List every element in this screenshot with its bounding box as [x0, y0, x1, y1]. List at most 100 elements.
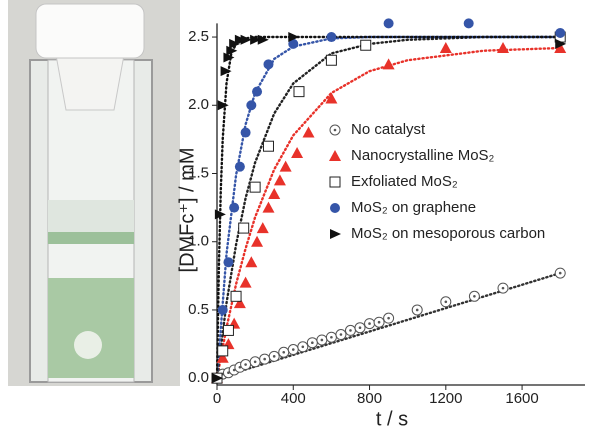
- point: [278, 346, 290, 358]
- point: [344, 324, 356, 336]
- point: [411, 304, 423, 316]
- plot: [DMFc⁺] / mM t / s: [176, 148, 408, 431]
- point-dot: [291, 348, 295, 351]
- liquid-lower: [48, 278, 134, 378]
- point: [230, 290, 242, 302]
- point: [554, 41, 567, 53]
- point: [214, 209, 226, 220]
- point: [554, 267, 566, 279]
- x-tick-label: 800: [357, 390, 382, 407]
- point: [463, 18, 474, 29]
- point: [222, 324, 234, 336]
- legend-marker: [329, 124, 341, 136]
- point: [252, 86, 263, 97]
- point: [439, 41, 452, 53]
- x-tick-label: 1600: [505, 390, 538, 407]
- point: [273, 174, 286, 186]
- point: [229, 38, 241, 49]
- point: [497, 41, 510, 53]
- point-dot: [311, 341, 314, 344]
- bubble: [74, 331, 102, 359]
- point: [468, 290, 480, 302]
- point: [497, 282, 509, 294]
- point: [223, 52, 235, 63]
- photo: [8, 0, 180, 386]
- point: [263, 59, 274, 70]
- point: [287, 344, 299, 356]
- point: [249, 181, 261, 193]
- y-tick-label: 1.5: [188, 164, 209, 181]
- point-dot: [301, 345, 305, 349]
- point: [325, 92, 338, 104]
- point: [229, 202, 240, 213]
- x-tick-label: 400: [281, 390, 306, 407]
- y-tick-label: 2.5: [188, 28, 209, 45]
- point: [223, 257, 234, 268]
- point: [364, 318, 376, 330]
- point: [288, 32, 300, 43]
- legend-label: Nanocrystalline MoS₂: [351, 147, 495, 164]
- point-dot: [377, 320, 381, 324]
- point: [354, 322, 366, 334]
- point: [256, 222, 269, 234]
- legend-marker: [329, 150, 341, 161]
- x-tick-label: 1200: [429, 390, 462, 407]
- point: [233, 297, 246, 309]
- point: [259, 353, 271, 365]
- point: [238, 222, 250, 234]
- legend-marker: [330, 229, 341, 239]
- point-dot: [368, 322, 371, 325]
- point-dot: [415, 308, 419, 312]
- point-dot: [263, 357, 266, 361]
- point: [555, 27, 566, 38]
- legend-label: Exfoliated MoS₂: [351, 173, 458, 190]
- point: [251, 235, 264, 247]
- point: [440, 296, 452, 308]
- point: [239, 276, 252, 288]
- point: [291, 147, 304, 159]
- point: [262, 201, 275, 213]
- y-tick-label: 0.5: [188, 301, 209, 318]
- point-dot: [320, 338, 324, 342]
- point: [217, 100, 229, 111]
- fit-line: [215, 35, 562, 380]
- point: [360, 39, 372, 51]
- y-tick-label: 2.0: [188, 96, 209, 113]
- point: [250, 34, 262, 45]
- point: [240, 34, 252, 45]
- point: [325, 54, 337, 66]
- point: [373, 316, 385, 328]
- point: [226, 45, 238, 56]
- stopper: [55, 54, 125, 111]
- point: [262, 140, 274, 152]
- point: [316, 334, 328, 346]
- point: [297, 341, 309, 353]
- point-dot: [349, 329, 352, 332]
- point: [216, 351, 229, 363]
- point: [217, 304, 228, 315]
- legend-label: MoS₂ on graphene: [351, 199, 476, 216]
- legend-marker: [330, 203, 340, 213]
- point: [383, 312, 395, 324]
- legend-marker: [329, 176, 341, 188]
- cap: [35, 3, 145, 59]
- point: [257, 34, 269, 45]
- y-tick-label: 1.0: [188, 233, 209, 250]
- point-dot: [358, 326, 362, 329]
- point-dot: [339, 333, 343, 336]
- point-dot: [253, 360, 257, 364]
- x-tick-label: 0: [213, 390, 221, 407]
- point: [279, 160, 292, 172]
- point: [234, 161, 245, 172]
- point: [383, 18, 394, 29]
- meniscus: [48, 232, 134, 244]
- point: [220, 66, 232, 77]
- point: [249, 356, 261, 368]
- point-dot: [387, 316, 390, 320]
- point: [288, 38, 299, 49]
- point: [246, 100, 257, 111]
- point-dot: [333, 128, 337, 132]
- point: [302, 126, 315, 138]
- point: [217, 345, 229, 357]
